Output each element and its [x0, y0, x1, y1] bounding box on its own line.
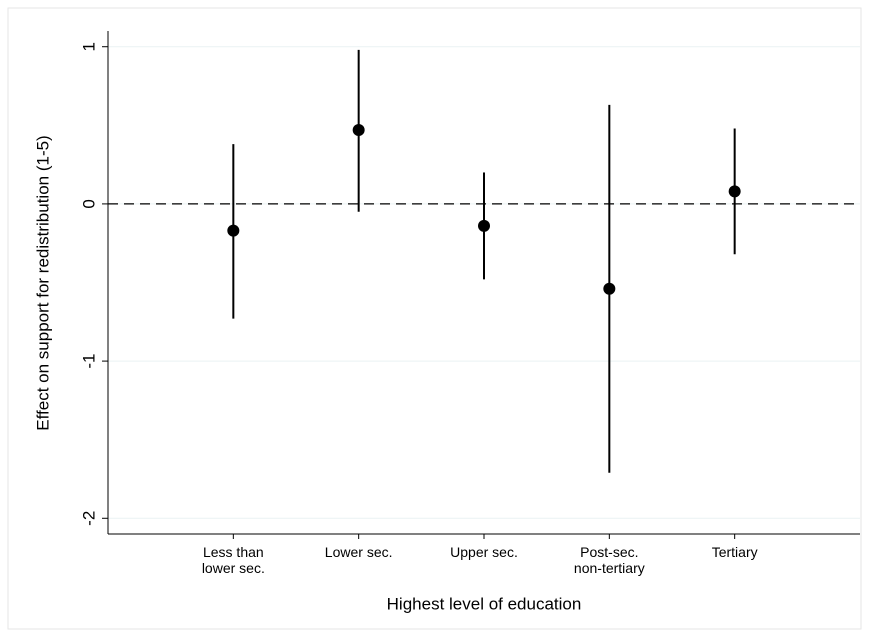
point-estimate	[603, 282, 616, 295]
y-tick-label: 1	[79, 42, 98, 51]
y-tick-label: 0	[79, 199, 98, 208]
frame	[7, 7, 862, 630]
x-tick-label: Less than lower sec.	[201, 544, 265, 576]
x-axis-title: Highest level of education	[387, 594, 582, 613]
x-tick-label: Lower sec.	[324, 544, 393, 560]
x-tick-label: Post-sec. non-tertiary	[573, 544, 645, 576]
point-estimate	[352, 124, 365, 137]
y-tick-label: -2	[79, 511, 98, 526]
y-axis-title: Effect on support for redistribution (1-…	[33, 135, 52, 430]
x-tick-label: Upper sec.	[450, 544, 518, 560]
x-tick-label: Tertiary	[711, 544, 758, 560]
point-estimate	[478, 219, 490, 232]
point-estimate	[227, 224, 240, 237]
y-tick-label: -1	[79, 354, 98, 369]
point-estimate	[728, 185, 741, 198]
